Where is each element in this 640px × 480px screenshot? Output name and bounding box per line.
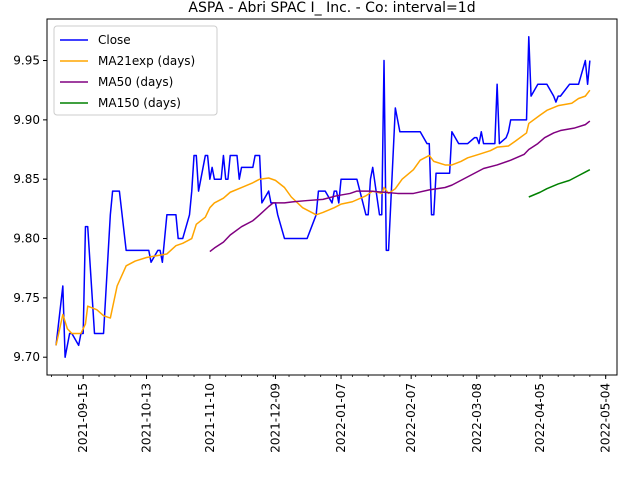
y-tick-label: 9.95 bbox=[13, 54, 40, 68]
legend-label: MA150 (days) bbox=[98, 96, 181, 110]
x-tick-label: 2022-02-07 bbox=[404, 383, 418, 453]
series-line-close bbox=[55, 36, 591, 358]
y-tick-label: 9.85 bbox=[13, 172, 40, 186]
y-axis: 9.70 9.75 9.80 9.85 9.90 9.95 bbox=[13, 54, 47, 364]
series-line-ma50-days bbox=[209, 120, 591, 253]
legend-label: MA21exp (days) bbox=[98, 54, 195, 68]
series-line-ma21exp-days bbox=[55, 89, 591, 346]
legend-box bbox=[53, 25, 218, 116]
x-axis: 2021-09-15 2021-10-13 2021-11-10 2021-12-09… bbox=[51, 375, 613, 453]
axes-frame bbox=[46, 18, 618, 376]
x-tick-label: 2022-05-04 bbox=[599, 383, 613, 453]
series-line-ma150-days bbox=[528, 169, 591, 198]
y-tick-label: 9.90 bbox=[13, 113, 40, 127]
x-tick-label: 2021-09-15 bbox=[76, 383, 90, 453]
chart-title: ASPA - Abri SPAC I_ Inc. - Co: interval=… bbox=[188, 0, 475, 16]
legend-label: Close bbox=[98, 33, 131, 47]
x-tick-label: 2021-10-13 bbox=[140, 383, 154, 453]
y-tick-label: 9.70 bbox=[13, 350, 40, 364]
y-tick-label: 9.80 bbox=[13, 232, 40, 246]
y-tick-label: 9.75 bbox=[13, 291, 40, 305]
legend: Close MA21exp (days) MA50 (days) MA150 (day… bbox=[53, 25, 218, 116]
x-tick-label: 2021-12-09 bbox=[268, 383, 282, 453]
x-tick-label: 2022-03-08 bbox=[470, 383, 484, 453]
legend-label: MA50 (days) bbox=[98, 75, 173, 89]
x-tick-label: 2022-01-07 bbox=[334, 383, 348, 453]
x-tick-label: 2021-11-10 bbox=[203, 383, 217, 453]
x-tick-label: 2022-04-05 bbox=[533, 383, 547, 453]
plot-area bbox=[55, 36, 591, 358]
